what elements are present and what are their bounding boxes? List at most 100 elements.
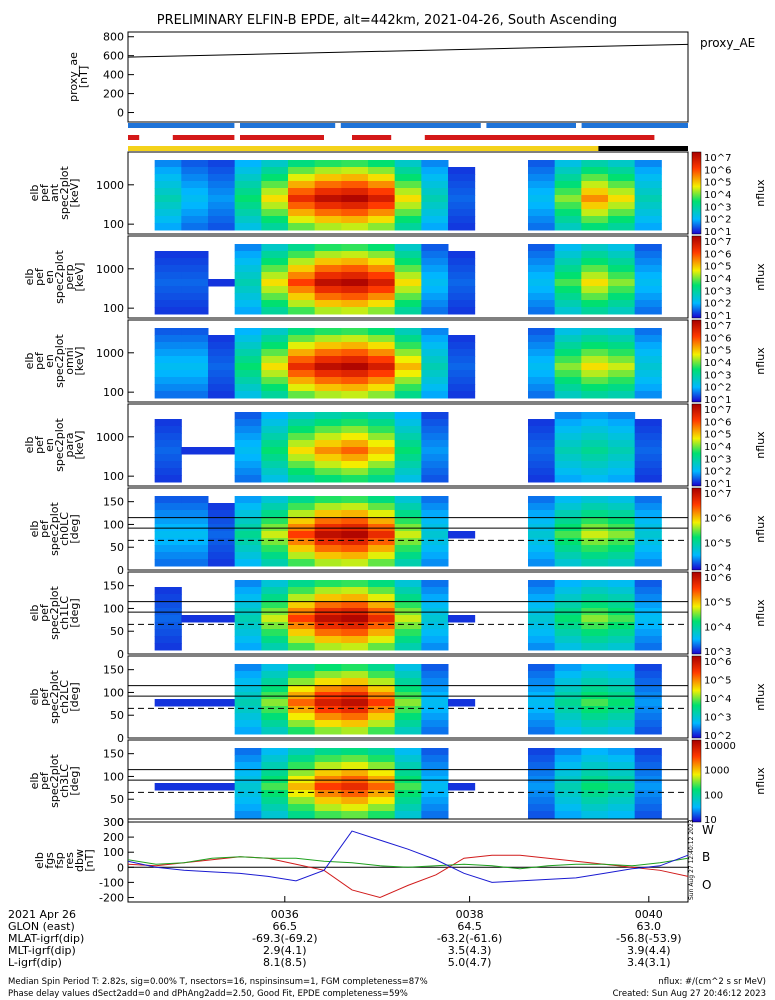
heatmap-cell [581,517,609,525]
heatmap-cell [181,160,209,168]
heatmap-cell [261,447,289,455]
heatmap-cell [288,510,316,518]
heatmap-cell [181,615,209,623]
heatmap-cell [314,244,342,252]
heatmap-cell [554,258,582,266]
colorbar [691,571,702,655]
heatmap-cell [261,300,289,308]
heatmap-cell [448,209,476,217]
heatmap-cell [634,615,662,623]
heatmap-cell [368,804,396,812]
heatmap-cell [581,419,609,427]
heatmap-cell [394,510,422,518]
heatmap-cell [608,272,636,280]
heatmap-cell [608,167,636,175]
heatmap-cell [421,272,449,280]
ephemeris-value: 8.1(8.5) [263,956,307,969]
heatmap-cell [554,706,582,714]
heatmap-cell [581,342,609,350]
heatmap-cell [208,545,236,553]
heatmap-cell [234,552,262,560]
heatmap-ylabel-line: [keV] [68,179,81,208]
heatmap-cell [554,727,582,735]
heatmap-panel-pef_omni: 1000100elbpefenspec2plotomni[keV]10^710^… [23,319,767,406]
heatmap-cell [394,286,422,294]
heatmap-cell [581,769,609,777]
heatmap-cell [154,349,182,357]
heatmap-cell [314,300,342,308]
mag-tick-label: -100 [99,876,124,889]
heatmap-frame [127,487,689,571]
heatmap-cell [261,587,289,595]
heatmap-cell [368,503,396,511]
heatmap-cell [341,300,369,308]
status-bar-yellow [128,146,599,151]
heatmap-cell [181,447,209,455]
heatmap-cell [368,391,396,399]
heatmap-ylabel-line: spec2plot [53,250,66,304]
colorbar-tick-label: 10^4 [704,622,731,633]
heatmap-cell [608,328,636,336]
heatmap-cell [261,244,289,252]
heatmap-tick-label: 50 [110,709,124,722]
heatmap-cell [261,335,289,343]
heatmap-cell [448,342,476,350]
mag-tick-label: 0 [117,861,124,874]
heatmap-cell [314,510,342,518]
heatmap-cell [608,223,636,231]
heatmap-cell [608,195,636,203]
heatmap-cell [314,181,342,189]
heatmap-cell [234,594,262,602]
heatmap-cell [288,804,316,812]
heatmap-cell [314,349,342,357]
heatmap-cell [154,188,182,196]
heatmap-cell [554,671,582,679]
heatmap-cell [554,797,582,805]
heatmap-cell [261,328,289,336]
proxy-ae-ticks: 0 200 400 600 800 [103,31,134,120]
heatmap-cell [554,517,582,525]
heatmap-ylabel-line: spec2plot [58,166,71,220]
heatmap-cell [261,293,289,301]
heatmap-cell [261,496,289,504]
heatmap-cell [341,678,369,686]
heatmap-cell [261,601,289,609]
heatmap-cell [314,265,342,273]
heatmap-cell [154,307,182,315]
heatmap-cell [314,209,342,217]
heatmap-cell [608,384,636,392]
heatmap-ylabel-line: [keV] [73,431,86,460]
ephemeris-value: 5.0(4.7) [448,956,492,969]
heatmap-cell [554,664,582,672]
heatmap-cell [394,328,422,336]
heatmap-cell [394,678,422,686]
heatmap-cell [288,643,316,651]
heatmap-cell [288,538,316,546]
heatmap-cell [448,223,476,231]
heatmap-cell [154,167,182,175]
heatmap-cell [368,244,396,252]
heatmap-cell [634,258,662,266]
heatmap-cell [528,461,556,469]
heatmap-cell [208,783,236,791]
heatmap-cell [288,531,316,539]
heatmap-cell [554,503,582,511]
heatmap-cell [608,755,636,763]
heatmap-cell [634,636,662,644]
heatmap-cell [608,440,636,448]
heatmap-cell [341,580,369,588]
heatmap-cell [341,468,369,476]
heatmap-cell [261,209,289,217]
heatmap-cell [341,202,369,210]
heatmap-cell [208,538,236,546]
heatmap-cell [314,447,342,455]
heatmap-cell [261,790,289,798]
heatmap-cell [581,468,609,476]
heatmap-cell [634,594,662,602]
heatmap-cell [181,195,209,203]
heatmap-cell [368,664,396,672]
heatmap-cell [581,209,609,217]
heatmap-cell [234,370,262,378]
heatmap-cell [421,531,449,539]
